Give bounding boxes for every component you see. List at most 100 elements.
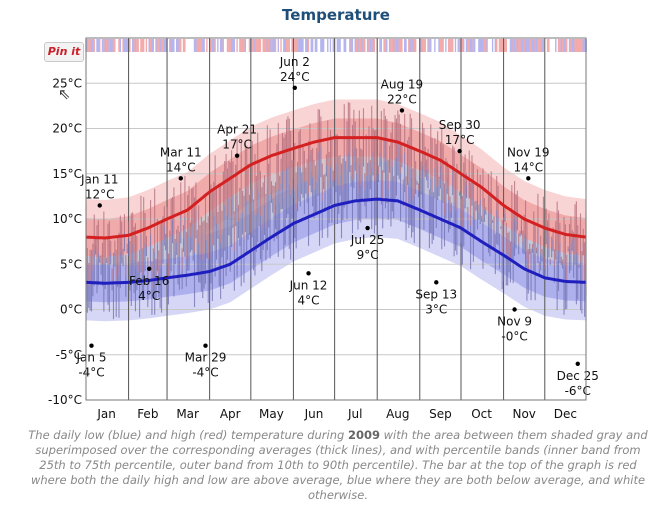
anomaly-day xyxy=(556,39,559,52)
anomaly-day xyxy=(410,39,413,52)
anomaly-day xyxy=(430,39,432,52)
anomaly-day xyxy=(476,39,479,52)
anomaly-day xyxy=(289,39,292,52)
anomaly-day xyxy=(574,39,576,52)
annotation-date: Sep 13 xyxy=(415,287,457,301)
anomaly-day xyxy=(180,39,182,52)
anomaly-day xyxy=(252,39,255,52)
anomaly-day xyxy=(582,39,585,52)
anomaly-day xyxy=(379,39,381,52)
annotation-date: Jun 2 xyxy=(279,55,310,69)
anomaly-day xyxy=(265,39,267,52)
anomaly-day xyxy=(483,39,486,52)
anomaly-day xyxy=(277,39,280,52)
anomaly-day xyxy=(311,39,314,52)
anomaly-day xyxy=(527,39,530,52)
anomaly-day xyxy=(486,39,488,52)
anomaly-day xyxy=(254,39,256,52)
anomaly-day xyxy=(111,39,113,52)
anomaly-day xyxy=(456,39,458,52)
anomaly-day xyxy=(306,39,309,52)
annotation-value: -4°C xyxy=(78,366,104,380)
anomaly-day xyxy=(152,39,155,52)
y-tick-label: 15°C xyxy=(52,167,82,181)
anomaly-day xyxy=(541,39,543,52)
anomaly-day xyxy=(232,39,234,52)
anomaly-day xyxy=(300,39,303,52)
anomaly-day xyxy=(458,39,461,52)
annotation-value: 4°C xyxy=(138,289,160,303)
extreme-point xyxy=(306,271,311,276)
anomaly-day xyxy=(257,39,259,52)
anomaly-day xyxy=(221,39,223,52)
anomaly-day xyxy=(302,39,304,52)
anomaly-day xyxy=(577,39,579,52)
anomaly-day xyxy=(210,39,212,52)
anomaly-day xyxy=(478,39,480,52)
anomaly-day xyxy=(93,39,96,52)
anomaly-day xyxy=(349,39,351,52)
anomaly-day xyxy=(405,39,407,52)
anomaly-day xyxy=(347,39,350,52)
anomaly-day xyxy=(449,39,451,52)
anomaly-day xyxy=(105,39,108,52)
annotation-date: Nov 19 xyxy=(507,145,550,159)
anomaly-day xyxy=(318,39,321,52)
anomaly-day xyxy=(100,39,103,52)
anomaly-day xyxy=(508,39,510,52)
extreme-point xyxy=(457,148,462,154)
anomaly-day xyxy=(369,39,372,52)
average-lines xyxy=(85,136,587,285)
anomaly-day xyxy=(122,39,124,52)
average-high-line xyxy=(85,136,587,240)
anomaly-day xyxy=(140,39,142,52)
anomaly-day xyxy=(103,39,105,52)
anomaly-day xyxy=(296,39,299,52)
anomaly-day xyxy=(513,39,516,52)
anomaly-day xyxy=(453,39,456,52)
anomaly-day xyxy=(112,39,115,52)
anomaly-day xyxy=(224,39,226,52)
x-tick-label: Feb xyxy=(137,407,158,421)
anomaly-day xyxy=(240,39,243,52)
annotation-date: Apr 21 xyxy=(217,123,257,137)
anomaly-day xyxy=(570,39,572,52)
anomaly-day xyxy=(246,39,248,52)
anomaly-day xyxy=(557,39,560,52)
anomaly-day xyxy=(435,39,438,52)
anomaly-day xyxy=(110,39,112,52)
anomaly-day xyxy=(107,39,109,52)
annotation-date: Feb 16 xyxy=(129,274,169,288)
anomaly-day xyxy=(471,39,473,52)
anomaly-day xyxy=(89,39,92,52)
anomaly-day xyxy=(255,39,258,52)
anomaly-day xyxy=(578,39,581,52)
anomaly-day xyxy=(408,39,410,52)
anomaly-day xyxy=(468,39,471,52)
anomaly-day xyxy=(365,39,368,52)
anomaly-day xyxy=(450,39,453,52)
anomaly-day xyxy=(397,39,399,52)
anomaly-day xyxy=(567,39,570,52)
y-tick-label: 25°C xyxy=(52,76,82,90)
anomaly-day xyxy=(480,39,483,52)
mouse-cursor-icon: ⇖ xyxy=(58,85,71,103)
anomaly-day xyxy=(159,39,162,52)
anomaly-day xyxy=(188,39,190,52)
extreme-point xyxy=(146,266,152,271)
annotation-value: 9°C xyxy=(357,248,379,262)
anomaly-day xyxy=(461,39,464,52)
extreme-point xyxy=(575,361,580,366)
anomaly-day xyxy=(552,39,554,52)
anomaly-day xyxy=(173,39,175,52)
anomaly-day xyxy=(218,39,221,52)
anomaly-day xyxy=(162,39,164,52)
anomaly-day xyxy=(123,39,126,52)
anomaly-day xyxy=(235,39,237,52)
extreme-point xyxy=(526,176,531,181)
anomaly-day xyxy=(200,39,203,52)
anomaly-day xyxy=(537,39,539,52)
pin-it-button[interactable]: Pin it xyxy=(44,42,84,62)
anomaly-day xyxy=(284,39,287,52)
